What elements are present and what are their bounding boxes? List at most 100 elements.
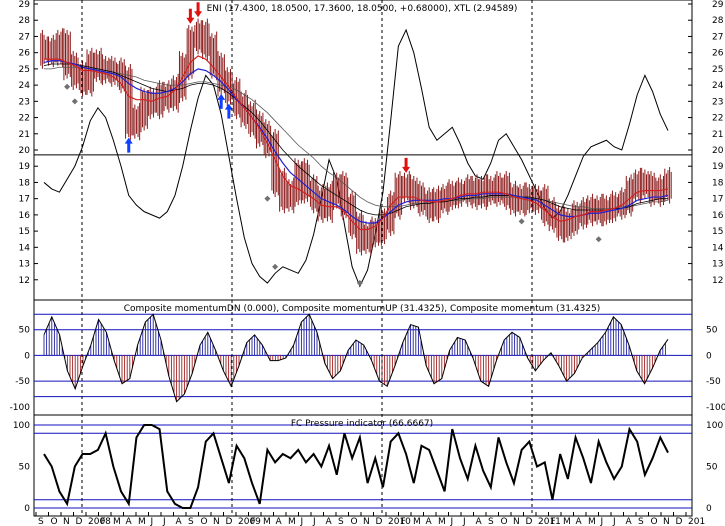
price-ytick-label-left: 26 [19, 49, 31, 59]
price-oscillator-line [43, 28, 669, 288]
price-ytick-label-left: 18 [19, 178, 31, 188]
price-panel: 12 12 13 13 14 14 15 15 16 16 17 17 18 18 19 19 20 20 21 21… [19, 0, 724, 288]
date-label: D [376, 517, 383, 526]
date-label: J [450, 517, 454, 526]
date-label: F [551, 517, 556, 526]
pressure-ytick-label-left: 0 [24, 504, 30, 514]
momentum-panel: -100 -100 -50 -50 0 0 50 50 [10, 313, 725, 413]
date-label: S [488, 517, 494, 526]
date-label: 2011 [538, 517, 561, 526]
signal-diamond [272, 263, 279, 270]
date-label: O [51, 517, 58, 526]
year-dividers [81, 0, 533, 516]
date-label: 2010 [388, 517, 411, 526]
price-ytick-label-left: 20 [19, 146, 31, 156]
date-label: J [600, 517, 604, 526]
price-ytick-label-right: 18 [712, 178, 724, 188]
date-label: F [401, 517, 406, 526]
signal-diamond [264, 195, 271, 202]
price-ytick-label-right: 14 [712, 243, 724, 253]
price-ytick-label-right: 28 [712, 16, 724, 26]
date-label: N [363, 517, 370, 526]
price-ytick-label-left: 23 [19, 97, 30, 107]
price-ytick-label-left: 27 [19, 32, 30, 42]
price-ytick-label-left: 13 [19, 260, 30, 270]
price-ytick-label-right: 12 [712, 276, 723, 286]
price-ytick-label-left: 17 [19, 195, 30, 205]
price-ytick-label-left: 15 [19, 227, 30, 237]
date-label: N [63, 517, 70, 526]
date-label: A [326, 517, 333, 526]
pressure-ytick-label-right: 0 [706, 504, 712, 514]
momentum-ytick-label-right: -100 [706, 403, 725, 413]
buy-arrow-icon [217, 93, 226, 109]
price-ma-xlong-line [44, 66, 669, 209]
momentum-ytick-label-right: -50 [706, 377, 721, 387]
price-ytick-label-left: 21 [19, 130, 30, 140]
date-label: A [476, 517, 483, 526]
date-label: O [651, 517, 658, 526]
price-ytick-label-left: 22 [19, 114, 30, 124]
date-label: M [413, 517, 421, 526]
price-panel-title: ENI (17.4300, 18.0500, 17.3600, 18.0500,… [207, 4, 518, 14]
momentum-ytick-label-left: 50 [19, 326, 31, 336]
date-label: M [263, 517, 271, 526]
date-label: 201 [688, 517, 705, 526]
price-ytick-label-right: 21 [712, 130, 723, 140]
date-label: J [150, 517, 154, 526]
date-label: D [526, 517, 533, 526]
momentum-ytick-label-left: -100 [10, 403, 31, 413]
pressure-ytick-label-left: 50 [19, 463, 31, 473]
momentum-ytick-label-left: -50 [15, 377, 30, 387]
date-label: A [126, 517, 133, 526]
price-ytick-label-left: 28 [19, 16, 31, 26]
date-label: J [162, 517, 166, 526]
price-ytick-label-right: 13 [712, 260, 723, 270]
date-label: J [462, 517, 466, 526]
sell-arrow-icon [186, 8, 195, 24]
momentum-line [43, 313, 669, 403]
price-ytick-label-left: 24 [19, 81, 31, 91]
price-ytick-label-right: 16 [712, 211, 724, 221]
price-ytick-label-right: 23 [712, 97, 723, 107]
date-label: N [213, 517, 220, 526]
price-ytick-label-right: 25 [712, 65, 723, 75]
date-label: M [288, 517, 296, 526]
pressure-ytick-label-left: 100 [13, 421, 30, 431]
price-ytick-label-right: 24 [712, 81, 724, 91]
signal-diamond [64, 83, 71, 90]
price-ytick-label-right: 15 [712, 227, 723, 237]
price-ytick-label-left: 19 [19, 162, 31, 172]
date-label: 2009 [238, 517, 261, 526]
date-label: A [276, 517, 283, 526]
date-label: M [588, 517, 596, 526]
date-label: D [76, 517, 83, 526]
price-ytick-label-left: 25 [19, 65, 30, 75]
sell-arrow-icon [402, 157, 411, 173]
price-ytick-label-left: 12 [19, 276, 30, 286]
date-label: S [38, 517, 44, 526]
date-label: F [101, 517, 106, 526]
date-label: J [612, 517, 616, 526]
date-label: A [626, 517, 633, 526]
momentum-ytick-label-right: 0 [706, 351, 712, 361]
date-label: S [338, 517, 344, 526]
signal-diamond [595, 236, 602, 243]
signal-diamond [71, 98, 78, 105]
date-label: F [251, 517, 256, 526]
date-label: O [501, 517, 508, 526]
price-ma-mid-line [43, 60, 669, 224]
sell-arrow-icon [194, 2, 203, 18]
date-label: N [663, 517, 670, 526]
signal-diamond [518, 218, 525, 225]
pressure-ytick-label-right: 50 [706, 463, 718, 473]
date-label: D [676, 517, 683, 526]
date-label: O [351, 517, 358, 526]
date-label: A [426, 517, 433, 526]
price-ytick-label-left: 14 [19, 243, 31, 253]
momentum-ytick-label-right: 50 [706, 326, 718, 336]
date-label: N [513, 517, 520, 526]
signal-diamond [356, 280, 363, 287]
date-label: 2008 [88, 517, 111, 526]
